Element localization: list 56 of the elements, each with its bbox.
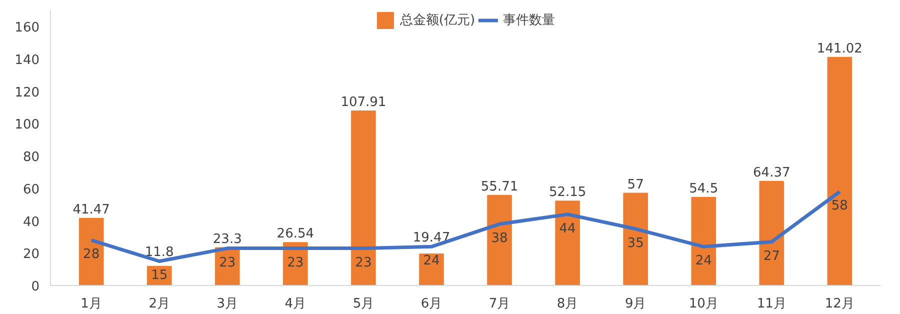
bar xyxy=(351,110,376,286)
data-label: 141.02 xyxy=(816,41,862,56)
bar xyxy=(827,56,852,286)
x-tick-label: 8月 xyxy=(556,296,578,312)
y-tick-label: 120 xyxy=(14,85,40,100)
bar xyxy=(419,254,444,286)
data-label: 28 xyxy=(83,247,100,262)
data-label: 55.71 xyxy=(480,179,518,194)
data-label: 19.47 xyxy=(412,230,450,246)
bar xyxy=(78,218,104,286)
bar xyxy=(759,180,784,286)
data-label: 52.15 xyxy=(548,185,586,200)
data-label: 27 xyxy=(763,248,780,264)
bar xyxy=(487,194,512,286)
x-tick-label: 1月 xyxy=(80,296,102,312)
data-label: 26.54 xyxy=(276,226,314,242)
x-tick-label: 2月 xyxy=(148,296,170,312)
data-label: 23 xyxy=(355,255,372,270)
data-label: 64.37 xyxy=(753,165,790,180)
y-tick-label: 60 xyxy=(22,182,40,198)
data-label: 57 xyxy=(627,177,644,192)
data-label: 15 xyxy=(151,268,168,284)
bar xyxy=(623,192,648,286)
x-tick-label: 3月 xyxy=(216,296,238,312)
bar xyxy=(691,196,716,286)
data-label: 58 xyxy=(831,198,848,214)
x-tick-label: 7月 xyxy=(488,296,510,312)
data-label: 23 xyxy=(287,255,304,270)
x-tick-label: 5月 xyxy=(352,296,374,312)
data-label: 11.8 xyxy=(144,245,174,260)
y-tick-label: 0 xyxy=(31,280,40,294)
data-label: 54.5 xyxy=(689,181,718,196)
y-tick-label: 100 xyxy=(14,118,40,133)
y-tick-label: 20 xyxy=(22,247,40,262)
x-tick-label: 9月 xyxy=(624,296,646,312)
y-tick-label: 40 xyxy=(22,214,40,230)
data-label: 107.91 xyxy=(340,94,386,110)
y-tick-label: 160 xyxy=(14,20,40,36)
legend-label: 总金额(亿元) xyxy=(400,12,476,29)
x-tick-label: 10月 xyxy=(688,296,718,312)
legend-label: 事件数量 xyxy=(503,12,556,29)
data-label: 38 xyxy=(491,231,508,246)
data-label: 41.47 xyxy=(72,202,110,218)
data-label: 35 xyxy=(627,236,644,251)
data-label: 23 xyxy=(219,255,236,270)
y-tick-label: 80 xyxy=(22,150,40,166)
data-label: 23.3 xyxy=(212,232,242,247)
data-label: 24 xyxy=(423,254,440,269)
data-label: 44 xyxy=(559,221,576,236)
y-tick-label: 140 xyxy=(14,53,40,68)
bar xyxy=(555,200,580,286)
x-tick-label: 12月 xyxy=(824,296,854,312)
data-label: 24 xyxy=(695,254,712,269)
x-tick-label: 11月 xyxy=(756,296,786,312)
x-tick-label: 6月 xyxy=(420,296,442,312)
x-tick-label: 4月 xyxy=(284,296,306,312)
